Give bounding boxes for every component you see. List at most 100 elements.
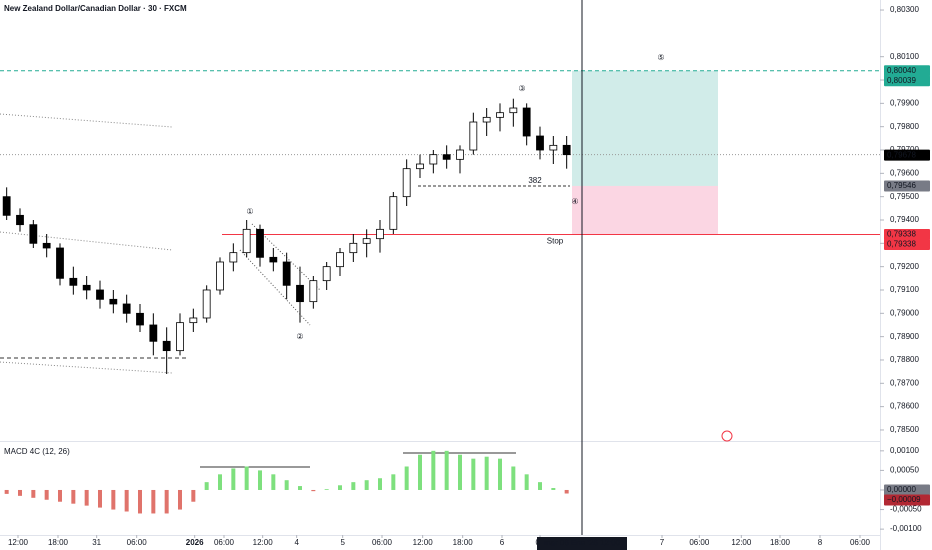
price-marker (884, 180, 930, 192)
histogram-bar (44, 489, 49, 500)
histogram-bar (551, 488, 556, 490)
x-tick-label: 18:00 (453, 538, 474, 547)
histogram-bar (58, 489, 62, 502)
stop-label: Stop (547, 237, 564, 246)
x-tick-label: 7 (660, 538, 665, 547)
x-tick-label: 5 (340, 538, 345, 547)
y-tick-label: 0,79200 (890, 262, 919, 271)
candle-body (256, 228, 264, 258)
histogram-bar (364, 480, 369, 490)
candle-body (469, 121, 478, 151)
candle-body (322, 266, 331, 282)
y-tick-label: 0,79400 (890, 215, 919, 224)
histogram-bar (284, 480, 289, 490)
histogram-bar (244, 466, 249, 490)
histogram-bar (404, 466, 409, 490)
price-marker-label: 0,80039 (887, 76, 916, 85)
price-marker-label: 0,79678 (887, 150, 916, 159)
histogram-bar (311, 489, 316, 492)
candle-body (336, 252, 344, 268)
candle-body (536, 135, 544, 151)
candle-body (429, 154, 438, 165)
candle-body (162, 340, 171, 352)
histogram-bar (84, 489, 89, 506)
y-tick-label: 0,79000 (890, 308, 919, 317)
alert-icon[interactable] (721, 430, 733, 442)
wave-label: ④ (571, 197, 578, 206)
candle-body (549, 144, 558, 151)
candle-body (362, 238, 371, 244)
histogram-bar (124, 489, 129, 512)
x-tick-label: 6 (500, 538, 505, 547)
candle-body (69, 277, 78, 286)
chart-title: New Zealand Dollar/Canadian Dollar · 30 … (4, 4, 187, 13)
indicator-title: MACD 4C (12, 26) (4, 447, 70, 456)
histogram-bar (31, 489, 36, 498)
y-tick-label: 0,78900 (890, 332, 919, 341)
y-tick-label: 0,79600 (890, 168, 919, 177)
y-tick-label: 0,00100 (890, 446, 919, 455)
candle-body (496, 112, 504, 118)
candle-body (309, 280, 318, 303)
price-marker-label: 0,79546 (887, 181, 916, 190)
candle-body (509, 107, 518, 114)
wave-label: ② (296, 332, 303, 341)
histogram-bar (324, 489, 329, 490)
x-tick-label: 06:00 (850, 538, 871, 547)
fib-label: 382 (528, 176, 542, 185)
x-tick-label: 06:00 (127, 538, 148, 547)
price-marker (884, 65, 930, 77)
loss-zone (572, 185, 718, 235)
candle-body (29, 224, 38, 244)
price-marker (884, 75, 930, 87)
y-tick-label: -0,00100 (890, 524, 922, 533)
candle-body (482, 116, 491, 123)
histogram-bar (178, 489, 182, 510)
x-tick-label: 18:00 (770, 538, 791, 547)
candle-body (562, 144, 571, 156)
y-tick-label: 0,79100 (890, 285, 919, 294)
y-tick-label: 0,78700 (890, 378, 919, 387)
price-marker-label: 0,79338 (887, 230, 916, 239)
crosshair-box (537, 537, 627, 550)
histogram-bar (231, 468, 236, 490)
x-tick-label: 06:00 (689, 538, 710, 547)
price-marker-label: 0,80040 (887, 66, 916, 75)
x-tick-label: 8 (818, 538, 823, 547)
candle-body (522, 107, 531, 137)
histogram-bar (218, 474, 222, 490)
price-marker-label: −0,00009 (887, 495, 921, 504)
histogram-bar (138, 489, 142, 514)
candle-body (176, 322, 184, 352)
histogram-bar (338, 485, 342, 490)
candle-body (42, 242, 51, 249)
histogram-bar (18, 489, 22, 496)
y-tick-label: 0,78800 (890, 355, 919, 364)
candle-body (442, 154, 451, 160)
histogram-bar (4, 489, 9, 494)
candle-body (296, 284, 304, 303)
y-tick-label: 0,00050 (890, 466, 919, 475)
candle-body (216, 261, 224, 291)
y-tick-label: 0,80100 (890, 52, 919, 61)
histogram-bar (71, 489, 76, 504)
histogram-bar (538, 482, 542, 490)
histogram-bar (431, 450, 436, 490)
histogram-bar (258, 470, 262, 490)
y-tick-label: 0,80300 (890, 5, 919, 14)
price-marker (884, 238, 930, 250)
x-tick-label: 18:00 (48, 538, 69, 547)
histogram-bar (164, 489, 169, 514)
price-marker (884, 494, 930, 506)
candle-body (16, 214, 24, 226)
candle-body (402, 168, 411, 198)
y-tick-label: 0,79700 (890, 145, 919, 154)
histogram-bar (511, 466, 516, 490)
price-marker (884, 149, 930, 161)
candle-body (149, 324, 158, 342)
histogram-bar (204, 482, 209, 490)
y-tick-label: 0,78500 (890, 425, 919, 434)
histogram-bar (458, 454, 462, 490)
candle-body (376, 228, 384, 240)
